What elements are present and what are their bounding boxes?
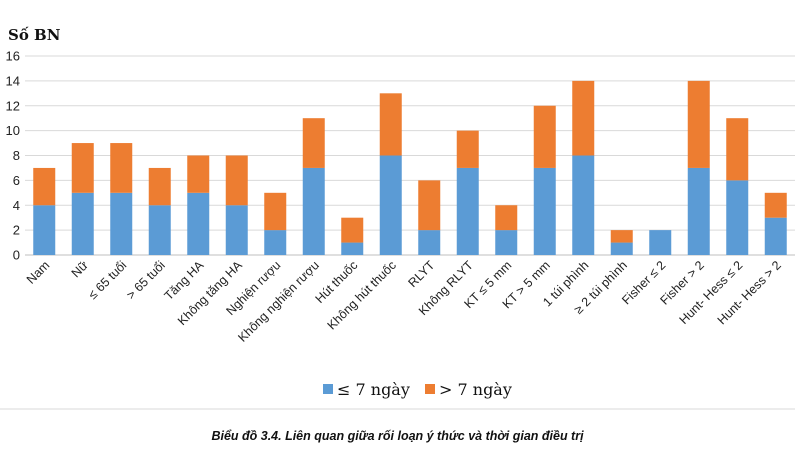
bar-segment-le-7-days: [495, 230, 518, 255]
bar-segment-le-7-days: [572, 155, 595, 255]
x-tick-label: Nam: [24, 258, 53, 287]
bar-segment-gt-7-days: [187, 155, 210, 193]
legend: ≤ 7 ngày > 7 ngày: [323, 380, 512, 399]
legend-swatch-gt-7-days: [425, 384, 435, 394]
bar-segment-gt-7-days: [264, 192, 287, 231]
bar-segment-gt-7-days: [572, 80, 595, 156]
bar-segment-gt-7-days: [341, 217, 364, 243]
bar-segment-le-7-days: [533, 167, 556, 255]
y-tick-label: 0: [13, 248, 20, 263]
bar-segment-le-7-days: [726, 180, 749, 255]
bar-segment-le-7-days: [71, 192, 94, 255]
y-tick-label: 6: [13, 173, 20, 188]
y-tick-label: 14: [6, 73, 20, 88]
bar-segment-le-7-days: [456, 167, 479, 255]
bar-segment-le-7-days: [148, 205, 171, 255]
legend-label-gt-7-days: > 7 ngày: [439, 380, 512, 399]
bar-segment-gt-7-days: [456, 130, 479, 168]
bar-segment-le-7-days: [110, 192, 133, 255]
bar-segment-gt-7-days: [225, 155, 248, 206]
bar-segment-le-7-days: [649, 230, 672, 255]
bars: [33, 80, 787, 255]
y-tick-label: 4: [13, 198, 20, 213]
bar-segment-le-7-days: [764, 217, 787, 255]
y-tick-label: 8: [13, 148, 20, 163]
y-axis-label: Số BN: [8, 26, 61, 44]
y-tick-label: 2: [13, 223, 20, 238]
bar-segment-gt-7-days: [687, 80, 710, 168]
bar-segment-gt-7-days: [33, 167, 56, 206]
x-tick-label: Nữ: [69, 258, 91, 280]
y-tick-label: 10: [6, 123, 20, 138]
bar-segment-le-7-days: [302, 167, 325, 255]
y-tick-label: 16: [6, 49, 20, 64]
bar-segment-gt-7-days: [610, 230, 633, 243]
bar-segment-gt-7-days: [764, 192, 787, 218]
y-tick-labels: 0 2 4 6 8 10 12 14 16: [6, 49, 20, 263]
bar-segment-le-7-days: [33, 205, 56, 255]
gridlines: [25, 55, 795, 256]
bar-segment-gt-7-days: [726, 118, 749, 181]
legend-label-le-7-days: ≤ 7 ngày: [337, 380, 410, 399]
bar-segment-le-7-days: [610, 242, 633, 255]
bar-segment-le-7-days: [187, 192, 210, 255]
bar-segment-gt-7-days: [302, 118, 325, 168]
bar-segment-gt-7-days: [418, 180, 441, 231]
x-tick-label: > 65 tuổi: [124, 258, 168, 302]
bar-segment-gt-7-days: [71, 143, 94, 193]
figure-caption: Biểu đồ 3.4. Liên quan giữa rối loạn ý t…: [211, 429, 584, 443]
bar-segment-le-7-days: [379, 155, 402, 255]
bar-segment-gt-7-days: [148, 167, 171, 206]
bar-segment-gt-7-days: [379, 93, 402, 156]
y-tick-label: 12: [6, 98, 20, 113]
bar-segment-le-7-days: [225, 205, 248, 255]
bar-segment-gt-7-days: [495, 205, 518, 231]
bar-segment-le-7-days: [687, 167, 710, 255]
x-tick-label: RLYT: [406, 258, 438, 290]
bar-segment-gt-7-days: [110, 143, 133, 193]
x-tick-label: ≤ 65 tuổi: [86, 258, 130, 302]
bar-segment-gt-7-days: [533, 105, 556, 168]
bar-segment-le-7-days: [341, 242, 364, 255]
legend-swatch-le-7-days: [323, 384, 333, 394]
bar-segment-le-7-days: [264, 230, 287, 255]
x-tick-label: Không hút thuốc: [325, 258, 399, 332]
bar-segment-le-7-days: [418, 230, 441, 255]
